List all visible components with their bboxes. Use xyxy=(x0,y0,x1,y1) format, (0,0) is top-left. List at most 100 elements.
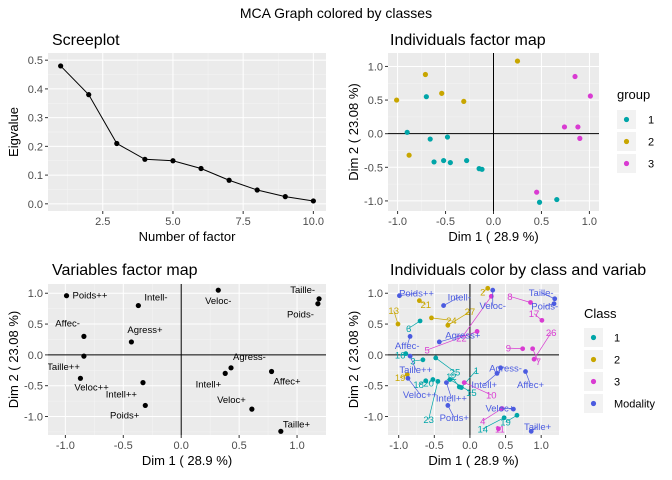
modality-point xyxy=(528,428,534,434)
modality-point xyxy=(405,375,411,381)
scree-point xyxy=(198,165,204,172)
modality-leader-line xyxy=(399,292,417,297)
individual-leader-line xyxy=(509,295,531,303)
individual-point-group-1 xyxy=(404,129,410,135)
ind-x-tick-label: 1.0 xyxy=(582,216,597,228)
ind-title: Individuals factor map xyxy=(390,32,546,49)
individual-label: 9 xyxy=(506,344,511,355)
individual-point-class-1 xyxy=(420,357,426,363)
individual-point-group-3 xyxy=(561,124,568,130)
modality-leader-line xyxy=(443,296,460,306)
variable-label: Poids- xyxy=(287,310,314,321)
scree-panel: 2.5 5.0 7.5 10.0 0.0 0.1 0.2 0.3 0.4 0.5 Screeplot… xyxy=(6,32,326,244)
group-legend-title: group xyxy=(617,87,650,102)
individual-point-class-1 xyxy=(433,355,439,361)
individual-label: 15 xyxy=(466,388,477,399)
var-plot-area: Poids++ Intell- Veloc- Taille- Poids- Affec- A… xyxy=(48,284,326,435)
variable-label: Agress- xyxy=(233,352,266,363)
scree-point xyxy=(254,187,260,193)
ind-x-axis-label: Dim 1 ( 28.9 %) xyxy=(448,229,538,244)
individual-label: 25 xyxy=(450,368,461,379)
biplot-plot-area: 2121324271961631820252315121141981797264… xyxy=(388,284,559,435)
var-x-tick-label: 0.5 xyxy=(231,440,246,452)
variable-point xyxy=(215,287,221,293)
group-legend-swatch-1 xyxy=(623,116,630,123)
individual-point-group-1 xyxy=(447,159,453,166)
ind-x-tick-label: 0.0 xyxy=(486,216,501,228)
group-legend-swatch-3 xyxy=(623,160,630,167)
scree-point xyxy=(142,156,148,162)
var-x-tick-label: 1.0 xyxy=(289,440,304,452)
group-legend: group 1 2 3 xyxy=(617,87,654,173)
scree-y-tick-label: 0.5 xyxy=(28,55,43,67)
modality-point xyxy=(490,287,496,293)
var-y-tick-label: -0.5 xyxy=(24,381,43,393)
individual-point-group-3 xyxy=(534,189,540,195)
variable-label: Poids+ xyxy=(110,410,140,421)
variable-label: Intell+ xyxy=(196,379,222,390)
individual-point-group-2 xyxy=(422,71,429,78)
scree-point xyxy=(226,177,232,183)
individual-point-group-2 xyxy=(514,58,521,64)
individual-label: 26 xyxy=(546,328,557,339)
variable-label: Veloc++ xyxy=(74,382,109,393)
individual-point-class-1 xyxy=(501,415,507,421)
scree-line xyxy=(60,65,314,202)
scree-point xyxy=(86,92,92,98)
class-legend: Class 1 2 3 Modality xyxy=(584,306,655,413)
ind-y-axis-label: Dim 2 ( 23.08 %) xyxy=(346,83,361,181)
individual-label: 19 xyxy=(395,373,406,384)
individual-label: 2 xyxy=(480,288,485,299)
var-x-tick-label: -0.5 xyxy=(114,440,133,452)
scree-x-tick-label: 7.5 xyxy=(236,216,251,228)
biplot-y-tick-label: 0.0 xyxy=(368,350,383,362)
variable-point xyxy=(140,380,146,386)
ind-y-tick-label: 0.0 xyxy=(368,129,383,141)
variable-label: Veloc- xyxy=(205,296,231,307)
scree-y-axis-label: Eigvalue xyxy=(6,107,21,157)
modality-point xyxy=(397,293,402,299)
variable-point xyxy=(81,353,87,359)
individual-label: 16 xyxy=(395,350,406,361)
individual-point-class-1 xyxy=(447,377,453,382)
individual-label: 17 xyxy=(529,309,540,320)
class-legend-swatch-3 xyxy=(590,378,597,385)
biplot-x-tick-label: 0.5 xyxy=(498,440,513,452)
scree-point xyxy=(114,140,120,147)
variable-point xyxy=(135,302,141,309)
ind-x-tick-label: -1.0 xyxy=(388,216,407,228)
var-x-axis-label: Dim 1 ( 28.9 %) xyxy=(142,453,232,468)
individual-point-class-3 xyxy=(461,380,467,386)
biplot-y-tick-label: -0.5 xyxy=(364,381,383,393)
individual-label: 4 xyxy=(480,416,485,427)
modality-point xyxy=(445,403,451,408)
individual-label: 27 xyxy=(465,307,476,318)
biplot-y-tick-label: -1.0 xyxy=(364,412,383,424)
modality-label: Affec+ xyxy=(517,380,544,391)
individual-point-group-2 xyxy=(461,98,467,105)
modality-leader-line xyxy=(439,334,463,343)
biplot-x-tick-label: 0.0 xyxy=(462,440,477,452)
modality-leader-line xyxy=(541,292,555,300)
ind-y-tick-label: -0.5 xyxy=(364,162,383,174)
ind-y-tick-label: 0.5 xyxy=(368,95,383,107)
individual-point-class-3 xyxy=(531,356,537,362)
var-panel: -1.0 -0.5 0.0 0.5 1.0 -1.0 -0.5 0.0 0.5 1.0 Variab… xyxy=(6,262,326,468)
modality-label: Poids+ xyxy=(440,413,470,424)
individual-point-class-3 xyxy=(539,317,545,323)
individual-point-group-1 xyxy=(427,136,433,142)
scree-title: Screeplot xyxy=(52,32,120,49)
variable-point xyxy=(278,428,284,434)
scree-point xyxy=(282,194,288,200)
variable-point xyxy=(222,370,228,376)
individual-point-class-3 xyxy=(474,329,480,334)
scree-point xyxy=(310,198,316,204)
modality-point xyxy=(436,339,442,345)
class-legend-swatch-modality xyxy=(590,400,597,407)
class-legend-label: 3 xyxy=(614,377,620,389)
individual-label: 12 xyxy=(446,372,457,383)
scree-point xyxy=(170,158,176,164)
individual-leader-line xyxy=(431,317,452,321)
individual-point-class-3 xyxy=(520,346,526,352)
